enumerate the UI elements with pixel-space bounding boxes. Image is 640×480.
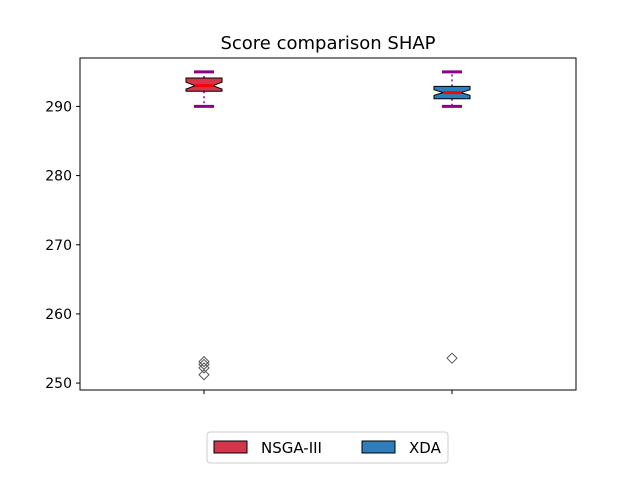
outlier-point: [198, 355, 210, 368]
x-axis: [203, 390, 453, 394]
legend-label: NSGA-III: [261, 439, 322, 457]
y-tick-label: 280: [45, 169, 72, 185]
y-tick-label: 260: [45, 307, 72, 323]
legend-label: XDA: [409, 439, 442, 457]
plot-frame: [79, 57, 577, 391]
y-axis: 250 260 270 280 290: [45, 99, 80, 392]
outlier-point: [198, 358, 210, 371]
legend: NSGA-III XDA: [206, 431, 449, 464]
y-tick-label: 290: [45, 99, 72, 115]
outlier-point: [198, 369, 210, 381]
y-tick-label: 270: [45, 238, 72, 254]
legend-frame: [206, 431, 449, 464]
box-nsga-iii: [185, 70, 223, 381]
box-xda: [433, 70, 471, 364]
outlier-point: [446, 352, 458, 364]
y-tick-label: 250: [45, 376, 72, 392]
outlier-point: [198, 362, 210, 374]
legend-swatch: [361, 440, 396, 454]
plot-area: [185, 70, 471, 381]
chart-title: Score comparison SHAP: [220, 33, 435, 54]
legend-swatch: [213, 440, 248, 454]
